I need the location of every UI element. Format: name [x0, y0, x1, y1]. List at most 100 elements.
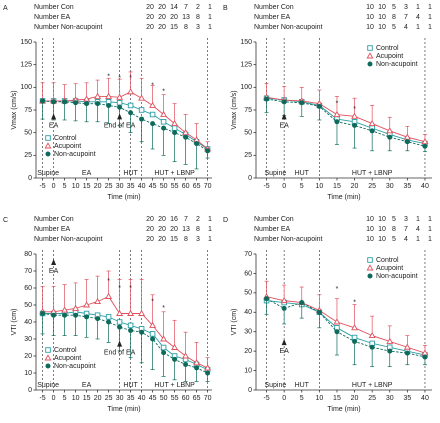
legend-label: Non-acupoint: [376, 61, 418, 68]
x-axis-label: Time (min): [327, 194, 360, 201]
marker: [386, 127, 394, 134]
x-axis-label: Time (min): [107, 194, 140, 201]
marker: [264, 96, 270, 102]
table-cell: 1: [416, 236, 420, 243]
marker: [150, 121, 156, 127]
x-tick-label: 50: [160, 395, 168, 402]
x-tick-label: 45: [149, 183, 157, 190]
marker: [72, 304, 80, 311]
series-line: [266, 96, 426, 143]
table-cell: 3: [404, 4, 408, 11]
x-tick-label: 70: [204, 183, 212, 190]
marker: [106, 102, 112, 108]
y-tick-label: 50: [244, 130, 252, 137]
marker: [182, 352, 190, 359]
marker: [171, 119, 179, 127]
annotation-arrow: [117, 113, 123, 120]
marker: [368, 119, 376, 127]
significance-mark: *: [107, 278, 110, 285]
marker: [280, 296, 288, 304]
significance-mark: *: [336, 100, 339, 107]
series-line: [42, 295, 208, 369]
table-cell: 20: [146, 236, 154, 243]
marker: [61, 306, 69, 313]
marker: [51, 99, 57, 105]
table-cell: 13: [182, 14, 190, 21]
x-tick-label: 55: [171, 183, 179, 190]
marker: [95, 101, 101, 107]
x-axis-label: Time (min): [107, 406, 140, 413]
table-cell: 1: [208, 4, 212, 11]
marker: [367, 45, 373, 51]
table-cell: 3: [404, 216, 408, 223]
x-tick-label: 10: [72, 183, 80, 190]
marker: [128, 110, 134, 116]
marker: [45, 347, 51, 353]
marker: [150, 336, 156, 342]
marker: [139, 116, 145, 122]
significance-mark: *: [162, 305, 165, 312]
x-tick-label: 55: [171, 395, 179, 402]
marker: [62, 99, 68, 105]
x-tick-label: 40: [138, 395, 146, 402]
table-cell: 7: [404, 226, 408, 233]
x-tick-label: 40: [421, 183, 429, 190]
series-line: [266, 98, 426, 147]
marker: [105, 292, 113, 299]
x-tick-label: -5: [263, 183, 269, 190]
x-tick-label: 25: [105, 395, 113, 402]
y-tick-label: 70: [24, 268, 32, 275]
significance-mark: *: [129, 285, 132, 292]
x-tick-label: 15: [333, 183, 341, 190]
table-cell: 5: [392, 4, 396, 11]
marker: [387, 134, 393, 140]
x-tick-label: 20: [94, 183, 102, 190]
table-row-label: Number Con: [34, 4, 74, 11]
marker: [127, 88, 135, 95]
marker: [205, 148, 211, 154]
x-tick-label: 20: [94, 395, 102, 402]
marker: [281, 99, 287, 105]
x-tick-label: 25: [368, 395, 376, 402]
marker: [116, 99, 123, 106]
y-tick-label: 50: [24, 130, 32, 137]
table-cell: 2: [196, 4, 200, 11]
significance-mark: *: [353, 106, 356, 113]
phase-label: Supine: [37, 382, 59, 389]
table-cell: 1: [428, 4, 432, 11]
x-tick-label: 35: [127, 395, 135, 402]
x-tick-label: 40: [138, 183, 146, 190]
table-cell: 10: [378, 14, 386, 21]
table-cell: 10: [366, 216, 374, 223]
marker: [333, 318, 341, 325]
y-tick-label: 40: [244, 309, 252, 316]
marker: [44, 142, 52, 149]
table-cell: 1: [428, 236, 432, 243]
annotation: End of EA: [104, 122, 136, 129]
marker: [352, 122, 358, 128]
y-tick-label: 125: [240, 62, 252, 69]
x-tick-label: 25: [105, 183, 113, 190]
marker: [149, 101, 157, 108]
marker: [117, 104, 123, 110]
panel-label: C: [3, 217, 8, 224]
table-cell: 20: [146, 14, 154, 21]
marker: [139, 329, 145, 335]
marker: [127, 322, 134, 329]
marker: [94, 92, 102, 99]
table-cell: 10: [366, 14, 374, 21]
y-tick-label: 30: [244, 329, 252, 336]
table-cell: 1: [208, 226, 212, 233]
significance-mark: *: [353, 299, 356, 306]
x-tick-label: 25: [368, 183, 376, 190]
marker: [95, 316, 101, 322]
table-cell: 7: [184, 216, 188, 223]
marker: [83, 301, 91, 308]
table-cell: 10: [378, 216, 386, 223]
marker: [316, 309, 322, 315]
table-row-label: Number EA: [34, 14, 71, 21]
table-row-label: Number Con: [34, 216, 74, 223]
x-tick-label: 35: [127, 183, 135, 190]
legend-label: Control: [54, 347, 77, 354]
marker: [45, 135, 51, 141]
